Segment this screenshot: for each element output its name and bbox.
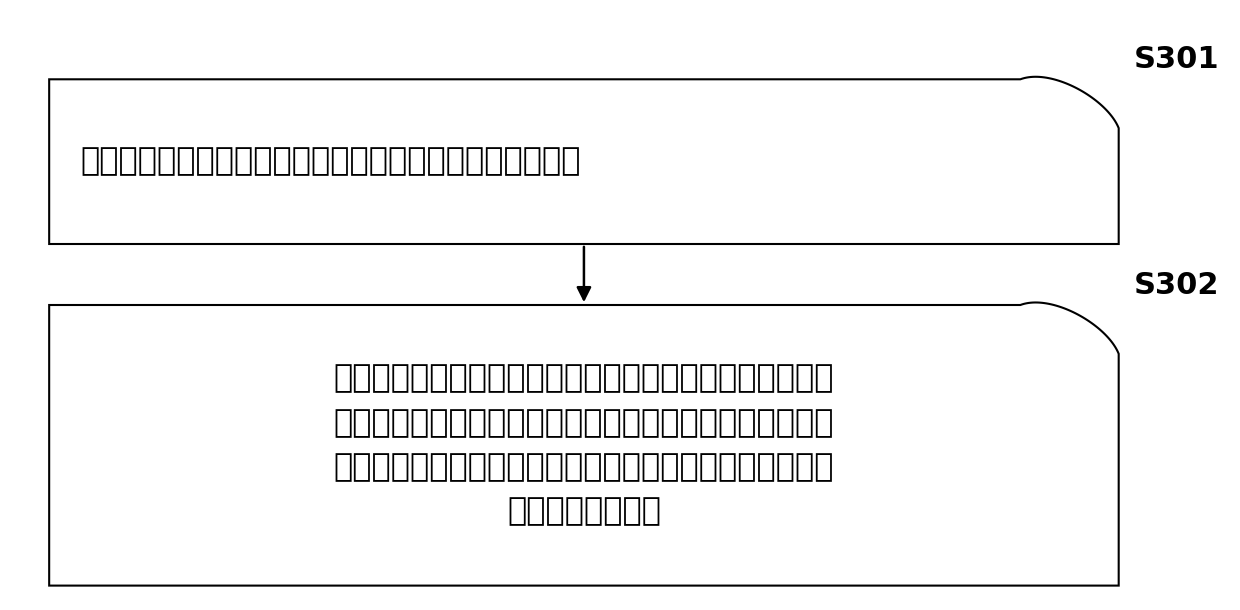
Text: S301: S301: [1133, 45, 1219, 74]
Text: 根据各个隐藏盐参数所处的状态，生成隐藏盐趋势分析报告: 根据各个隐藏盐参数所处的状态，生成隐藏盐趋势分析报告: [79, 146, 580, 177]
Text: 在隐藏盐趋势分析报告中，以第一预设显示方式，显示处于
第一状态的隐藏盐参数，以第二预设显示方式，显示处于第
二状态的隐藏盐参数，以第三预设显示方式，显示处于第三: 在隐藏盐趋势分析报告中，以第一预设显示方式，显示处于 第一状态的隐藏盐参数，以第…: [334, 364, 835, 527]
Text: S302: S302: [1133, 271, 1219, 300]
